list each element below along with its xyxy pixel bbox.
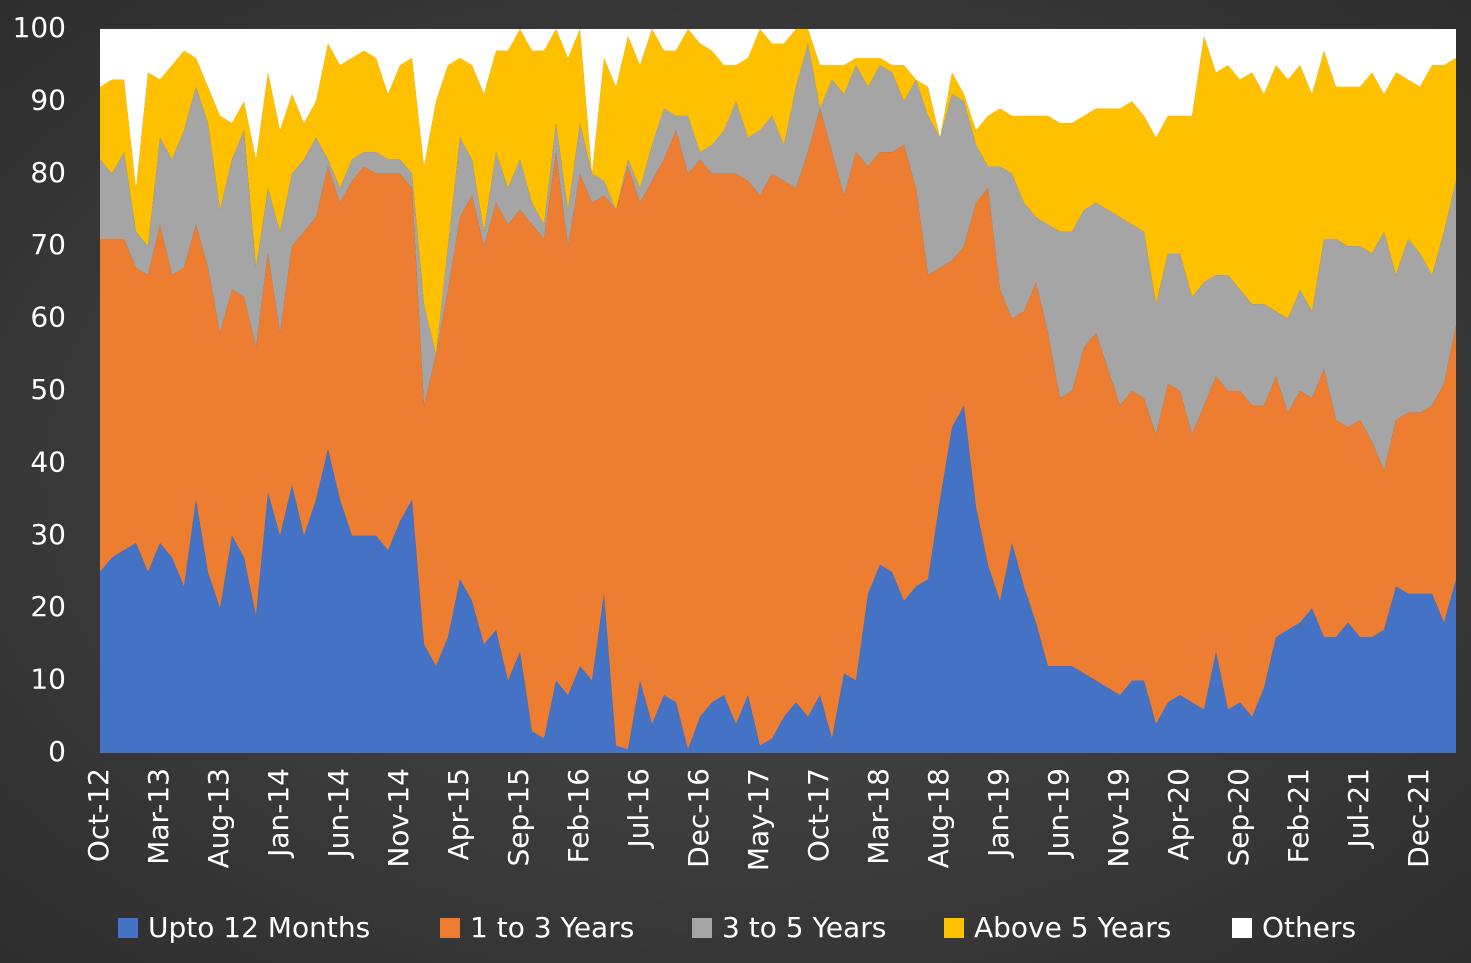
x-tick-label: Jul-21 (1342, 768, 1375, 850)
x-tick-label: Sep-20 (1222, 768, 1255, 867)
y-tick-label: 80 (30, 156, 66, 189)
x-tick-label: Apr-20 (1162, 768, 1195, 860)
x-tick-label: Feb-16 (562, 768, 595, 863)
y-tick-label: 10 (30, 663, 66, 696)
area (100, 43, 1456, 471)
x-tick-label: Mar-13 (142, 768, 175, 865)
legend-label: 3 to 5 Years (722, 911, 886, 944)
x-tick-label: Oct-17 (802, 768, 835, 862)
y-tick-label: 20 (30, 590, 66, 623)
legend-swatch (692, 918, 712, 938)
y-tick-label: 40 (30, 445, 66, 478)
x-tick-label: Oct-12 (82, 768, 115, 862)
legend-swatch (118, 918, 138, 938)
x-tick-label: Aug-18 (922, 768, 955, 868)
x-tick-label: Jul-16 (622, 768, 655, 850)
y-tick-label: 50 (30, 373, 66, 406)
x-tick-label: Feb-21 (1282, 768, 1315, 863)
area (100, 108, 1456, 750)
x-tick-label: May-17 (742, 768, 775, 871)
area (100, 405, 1456, 753)
legend-label: 1 to 3 Years (470, 911, 634, 944)
legend-swatch (1232, 918, 1252, 938)
x-tick-label: Nov-19 (1102, 768, 1135, 868)
x-tick-label: Sep-15 (502, 768, 535, 867)
x-tick-label: Mar-18 (862, 768, 895, 865)
y-tick-label: 0 (48, 735, 66, 768)
x-tick-label: Jun-14 (322, 768, 355, 859)
x-tick-label: Jan-19 (982, 768, 1015, 859)
y-tick-label: 30 (30, 518, 66, 551)
x-tick-label: Apr-15 (442, 768, 475, 860)
x-tick-label: Dec-16 (682, 768, 715, 868)
area (100, 29, 1456, 355)
x-tick-label: Jun-19 (1042, 768, 1075, 859)
legend-swatch (440, 918, 460, 938)
x-tick-label: Jan-14 (262, 768, 295, 859)
y-tick-label: 100 (13, 11, 66, 44)
y-tick-label: 60 (30, 301, 66, 334)
legend-label: Others (1262, 911, 1356, 944)
x-tick-label: Aug-13 (202, 768, 235, 868)
y-tick-label: 90 (30, 83, 66, 116)
legend-swatch (944, 918, 964, 938)
legend-label: Above 5 Years (974, 911, 1171, 944)
x-tick-label: Nov-14 (382, 768, 415, 868)
legend-label: Upto 12 Months (148, 911, 370, 944)
area (100, 29, 1456, 189)
y-tick-label: 70 (30, 228, 66, 261)
x-tick-label: Dec-21 (1402, 768, 1435, 868)
